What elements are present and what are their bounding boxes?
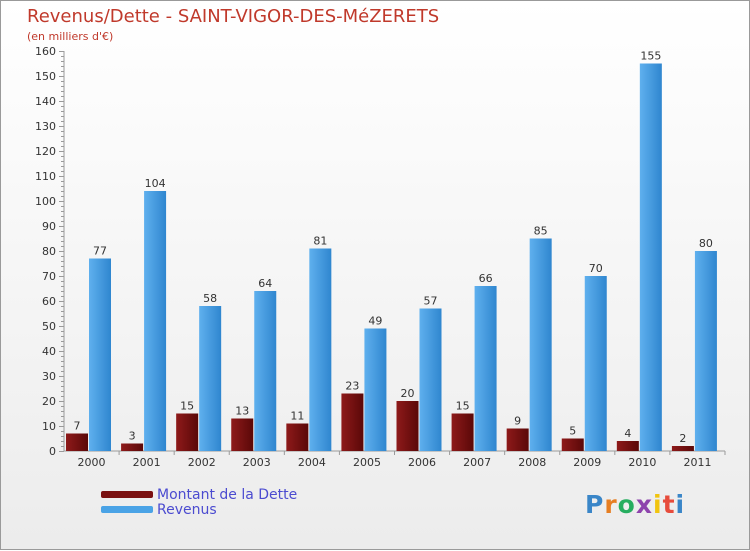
- logo-letter: i: [675, 490, 686, 519]
- bar-dette: [231, 418, 254, 451]
- logo-letter: x: [635, 490, 653, 519]
- bar-revenus: [89, 258, 111, 451]
- data-label-dette: 20: [401, 387, 415, 400]
- bar-revenus: [694, 251, 717, 451]
- x-tick-label: 2004: [298, 456, 326, 469]
- bar-revenus: [364, 328, 387, 451]
- bar-dette: [286, 423, 309, 451]
- y-tick-label: 130: [35, 120, 56, 133]
- bar-revenus: [584, 276, 607, 451]
- data-label-revenus: 70: [589, 262, 603, 275]
- bar-dette: [176, 413, 199, 451]
- x-tick-label: 2010: [628, 456, 656, 469]
- data-label-dette: 11: [290, 410, 304, 423]
- x-tick-label: 2008: [518, 456, 546, 469]
- x-tick-label: 2011: [683, 456, 711, 469]
- logo-letter: i: [653, 490, 663, 519]
- proxiti-logo: Proxiti: [585, 490, 685, 519]
- data-label-revenus: 80: [699, 237, 713, 250]
- y-tick-label: 20: [42, 395, 56, 408]
- y-tick-label: 10: [42, 420, 56, 433]
- y-tick-label: 150: [35, 70, 56, 83]
- y-tick-label: 100: [35, 195, 56, 208]
- x-tick-label: 2002: [188, 456, 216, 469]
- data-label-dette: 2: [679, 432, 686, 445]
- data-label-revenus: 58: [203, 292, 217, 305]
- y-tick-label: 90: [42, 220, 56, 233]
- data-label-dette: 15: [456, 400, 470, 413]
- y-tick-label: 70: [42, 270, 56, 283]
- y-tick-label: 60: [42, 295, 56, 308]
- x-tick-label: 2005: [353, 456, 381, 469]
- bar-dette: [341, 393, 364, 451]
- bar-revenus: [529, 238, 552, 451]
- bar-dette: [616, 441, 639, 451]
- x-tick-label: 2003: [243, 456, 271, 469]
- y-tick-label: 160: [35, 45, 56, 58]
- x-tick-label: 2007: [463, 456, 491, 469]
- data-label-revenus: 81: [313, 235, 327, 248]
- bar-revenus: [419, 308, 442, 451]
- data-label-dette: 15: [180, 400, 194, 413]
- bar-revenus: [474, 286, 497, 451]
- logo-letter: r: [604, 490, 618, 519]
- data-label-dette: 3: [129, 430, 136, 443]
- data-label-dette: 13: [235, 405, 249, 418]
- bar-dette: [671, 446, 694, 451]
- data-label-revenus: 85: [534, 225, 548, 238]
- x-tick-label: 2000: [78, 456, 106, 469]
- data-label-dette: 7: [74, 420, 81, 433]
- data-label-dette: 9: [514, 415, 521, 428]
- y-tick-label: 50: [42, 320, 56, 333]
- y-tick-label: 0: [49, 445, 56, 458]
- y-tick-label: 30: [42, 370, 56, 383]
- logo-letter: P: [585, 490, 605, 519]
- chart-title: Revenus/Dette - SAINT-VIGOR-DES-MéZERETS: [27, 6, 440, 27]
- bar-revenus: [144, 191, 167, 451]
- data-label-dette: 23: [345, 380, 359, 393]
- bar-dette: [396, 401, 419, 451]
- bar-revenus: [199, 306, 222, 451]
- logo-letter: o: [617, 490, 636, 519]
- x-tick-label: 2001: [133, 456, 161, 469]
- data-label-revenus: 77: [93, 245, 107, 258]
- y-tick-label: 140: [35, 95, 56, 108]
- data-label-revenus: 57: [424, 295, 438, 308]
- data-label-dette: 4: [624, 427, 631, 440]
- data-label-revenus: 49: [368, 315, 382, 328]
- y-tick-label: 80: [42, 245, 56, 258]
- bar-revenus: [639, 63, 662, 451]
- data-label-dette: 5: [569, 425, 576, 438]
- x-tick-label: 2009: [573, 456, 601, 469]
- y-tick-label: 120: [35, 145, 56, 158]
- legend-swatch-revenus: [101, 506, 153, 513]
- chart-subtitle: (en milliers d'€): [27, 30, 114, 43]
- bar-dette: [121, 443, 144, 451]
- bar-dette: [451, 413, 474, 451]
- x-tick-label: 2006: [408, 456, 436, 469]
- data-label-revenus: 66: [479, 272, 493, 285]
- data-label-revenus: 155: [640, 50, 661, 63]
- bar-revenus: [254, 291, 277, 451]
- legend-swatch-dette: [101, 491, 153, 498]
- legend-label-dette: Montant de la Dette: [157, 487, 298, 503]
- y-tick-label: 40: [42, 345, 56, 358]
- legend-label-revenus: Revenus: [157, 502, 217, 518]
- data-label-revenus: 104: [145, 177, 166, 190]
- bar-dette: [506, 428, 529, 451]
- logo-letter: t: [662, 490, 676, 519]
- y-tick-label: 110: [35, 170, 56, 183]
- data-label-revenus: 64: [258, 277, 272, 290]
- bar-revenus: [309, 248, 332, 451]
- bar-dette: [66, 433, 88, 451]
- bar-dette: [561, 438, 584, 451]
